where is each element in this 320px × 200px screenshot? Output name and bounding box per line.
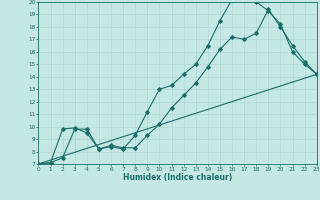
X-axis label: Humidex (Indice chaleur): Humidex (Indice chaleur) — [123, 173, 232, 182]
